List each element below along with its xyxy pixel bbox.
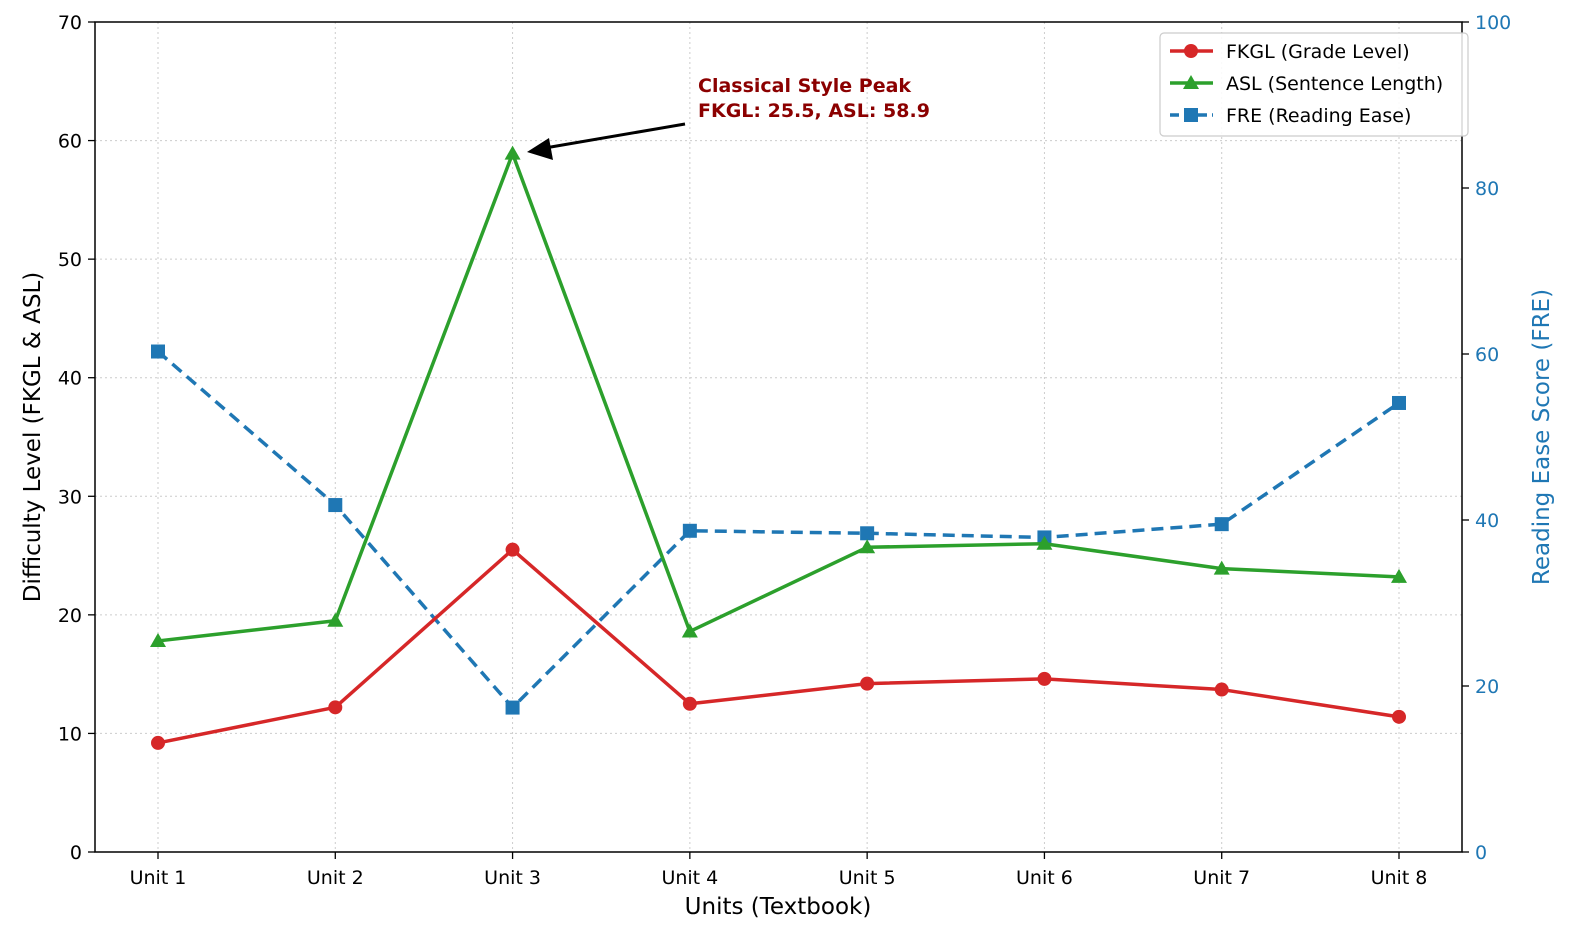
y-right-tick-label: 80 bbox=[1475, 178, 1499, 200]
x-tick-label: Unit 3 bbox=[484, 867, 541, 889]
y-tick-label: 30 bbox=[58, 486, 82, 508]
y-right-tick-label: 0 bbox=[1475, 842, 1487, 864]
legend-entry: FKGL (Grade Level) bbox=[1170, 41, 1410, 63]
annotation-values: FKGL: 25.5, ASL: 58.9 bbox=[698, 100, 930, 122]
y-tick-label: 10 bbox=[58, 723, 82, 745]
plot-frame bbox=[94, 21, 1463, 853]
data-point bbox=[860, 526, 875, 541]
annotation-title: Classical Style Peak bbox=[698, 75, 911, 97]
x-tick-label: Unit 7 bbox=[1193, 867, 1250, 889]
x-tick-label: Unit 6 bbox=[1016, 867, 1073, 889]
data-point bbox=[151, 735, 165, 750]
y-tick-label: 50 bbox=[58, 249, 82, 271]
peak-annotation: Classical Style Peak FKGL: 25.5, ASL: 58… bbox=[527, 75, 930, 160]
legend-swatch-marker bbox=[1184, 108, 1198, 122]
annotation-arrow-shaft bbox=[544, 122, 686, 150]
data-point bbox=[1037, 671, 1052, 686]
y-tick-label: 70 bbox=[58, 12, 82, 34]
series-2 bbox=[151, 344, 1406, 715]
data-point bbox=[1036, 535, 1053, 550]
data-point bbox=[859, 539, 876, 554]
data-point bbox=[1392, 709, 1406, 724]
x-tick-label: Unit 5 bbox=[839, 867, 896, 889]
series-1 bbox=[150, 145, 1407, 647]
x-tick-label: Unit 1 bbox=[130, 867, 187, 889]
data-point bbox=[327, 612, 344, 627]
y-axis-right-label: Reading Ease Score (FRE) bbox=[1529, 289, 1555, 585]
grid-layer bbox=[95, 21, 1462, 853]
y-right-tick-label: 60 bbox=[1475, 344, 1499, 366]
y-tick-label: 40 bbox=[58, 368, 82, 390]
legend-entry: FRE (Reading Ease) bbox=[1170, 105, 1411, 127]
x-tick-label: Unit 2 bbox=[307, 867, 364, 889]
x-axis-label: Units (Textbook) bbox=[685, 894, 872, 920]
data-point bbox=[151, 344, 165, 359]
data-point bbox=[505, 700, 520, 715]
data-point bbox=[150, 632, 166, 647]
data-point bbox=[1391, 568, 1407, 583]
data-point bbox=[328, 700, 343, 715]
series-0 bbox=[151, 542, 1406, 750]
legend-label: ASL (Sentence Length) bbox=[1226, 73, 1443, 95]
y-tick-label: 0 bbox=[70, 842, 82, 864]
y-tick-label: 20 bbox=[58, 605, 82, 627]
y-right-tick-label: 40 bbox=[1475, 510, 1499, 532]
x-tick-label: Unit 8 bbox=[1371, 867, 1428, 889]
series-line bbox=[157, 547, 1400, 745]
series-line bbox=[156, 350, 1400, 710]
data-point bbox=[1392, 395, 1406, 410]
legend-label: FRE (Reading Ease) bbox=[1226, 105, 1411, 127]
data-point bbox=[1214, 682, 1229, 697]
data-point bbox=[860, 676, 875, 691]
ticks-layer: Unit 1 Unit 2 Unit 3 Unit 4 Unit 5 Unit 6 Unit… bbox=[58, 12, 1511, 889]
annotation-arrow-head bbox=[527, 138, 553, 160]
legend: FKGL (Grade Level) ASL (Sentence Length) F… bbox=[1159, 32, 1469, 137]
data-point bbox=[681, 623, 698, 638]
data-point bbox=[505, 542, 520, 557]
data-point bbox=[682, 523, 697, 538]
y-right-tick-label: 100 bbox=[1475, 12, 1511, 34]
y-right-tick-label: 20 bbox=[1475, 676, 1499, 698]
data-point bbox=[1214, 517, 1229, 532]
series-line bbox=[157, 151, 1400, 643]
data-point bbox=[504, 145, 521, 160]
data-point bbox=[682, 696, 697, 711]
series-layer bbox=[150, 145, 1407, 750]
data-point bbox=[328, 498, 343, 513]
x-tick-label: Unit 4 bbox=[661, 867, 718, 889]
legend-entry: ASL (Sentence Length) bbox=[1170, 73, 1443, 95]
legend-label: FKGL (Grade Level) bbox=[1226, 41, 1410, 63]
legend-swatch-marker bbox=[1183, 75, 1199, 89]
data-point bbox=[1213, 560, 1230, 575]
legend-swatch-marker bbox=[1184, 44, 1198, 58]
y-tick-label: 60 bbox=[58, 131, 82, 153]
y-axis-label: Difficulty Level (FKGL & ASL) bbox=[20, 272, 46, 603]
legend-box bbox=[1159, 32, 1469, 137]
